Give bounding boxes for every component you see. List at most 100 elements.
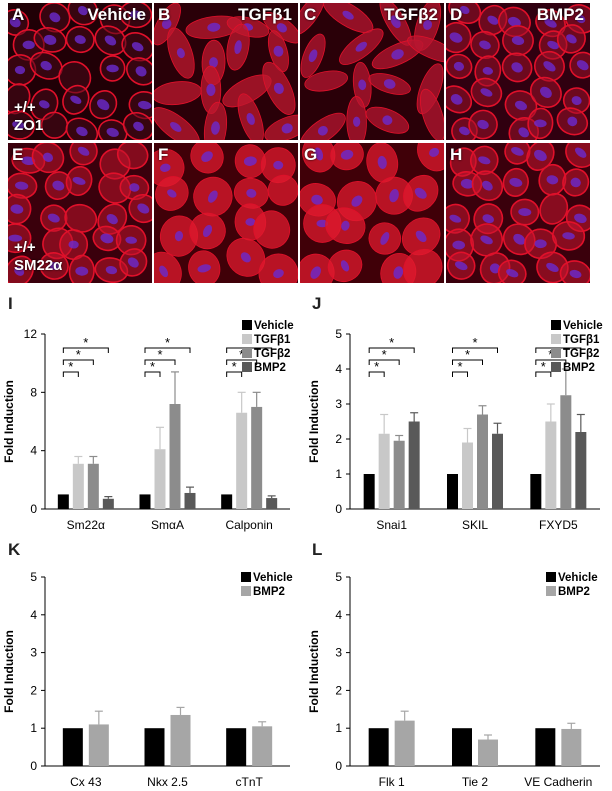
nucleus — [209, 57, 218, 68]
nucleus — [308, 49, 318, 63]
bar — [87, 463, 99, 509]
bar — [561, 728, 582, 766]
nucleus — [453, 61, 465, 71]
significance-star: * — [382, 347, 387, 362]
nucleus — [342, 10, 354, 20]
panel-letter: I — [8, 294, 13, 313]
nucleus — [243, 156, 257, 166]
bar — [575, 432, 587, 509]
significance-star: * — [232, 359, 237, 374]
nucleus — [414, 187, 427, 199]
nucleus — [574, 213, 587, 224]
nucleus — [133, 121, 144, 132]
nucleus — [534, 149, 547, 162]
y-tick-label: 3 — [335, 397, 342, 411]
nucleus — [106, 64, 119, 73]
nucleus — [390, 15, 401, 29]
significance-bracket — [144, 371, 161, 377]
significance-star: * — [68, 359, 73, 374]
genotype-label: +/+ — [14, 239, 36, 256]
bar — [184, 492, 196, 509]
nucleus — [423, 19, 433, 30]
legend-swatch — [551, 348, 561, 358]
cell — [58, 61, 92, 94]
bar — [452, 728, 472, 766]
legend-swatch — [242, 334, 252, 344]
significance-bracket — [452, 359, 483, 365]
nucleus — [47, 213, 60, 223]
significance-bracket — [226, 359, 258, 365]
stain-label: SM22α — [14, 257, 63, 274]
bar — [535, 728, 556, 766]
nucleus — [576, 60, 589, 71]
nucleus — [311, 194, 323, 205]
bar — [560, 395, 572, 509]
nucleus — [167, 189, 177, 198]
panel-label: B — [158, 5, 171, 24]
cell — [407, 35, 444, 63]
nucleus — [480, 235, 493, 245]
nucleus — [351, 195, 363, 207]
nucleus — [566, 34, 577, 44]
bar — [62, 728, 83, 766]
nucleus — [49, 12, 61, 23]
y-axis-label: Fold Induction — [307, 630, 321, 713]
nucleus — [377, 155, 387, 169]
nucleus — [77, 146, 90, 156]
legend-label: TGFβ2 — [254, 348, 290, 360]
bar — [251, 406, 263, 509]
chart-area: I 0 4 8 12 Fold Induction Sm22α SmαA Calponin * * *… — [0, 285, 612, 789]
nucleus — [546, 262, 559, 273]
legend-label: TGFβ1 — [254, 334, 291, 346]
bar — [226, 728, 247, 766]
bar — [368, 728, 389, 766]
nucleus — [316, 219, 329, 228]
micrograph-image — [8, 143, 152, 283]
cell — [539, 192, 569, 225]
x-tick-label: Flk 1 — [379, 775, 405, 786]
stain-label: ZO1 — [14, 117, 44, 134]
micrograph-image — [446, 3, 590, 140]
micrograph-image — [154, 143, 298, 283]
nucleus — [43, 34, 57, 45]
x-tick-label: Nkx 2.5 — [147, 775, 188, 786]
y-axis-label: Fold Induction — [307, 380, 321, 463]
nucleus — [245, 218, 256, 226]
nucleus — [137, 100, 152, 110]
nucleus — [161, 18, 172, 29]
significance-star: * — [165, 335, 170, 350]
legend-label: BMP2 — [563, 362, 595, 374]
y-tick-label: 12 — [24, 327, 38, 341]
panel-label: G — [304, 145, 318, 164]
nucleus — [460, 178, 474, 189]
nucleus — [478, 156, 491, 165]
bar — [545, 421, 557, 509]
nucleus — [281, 123, 293, 134]
cell — [304, 70, 349, 92]
x-tick-label: SKIL — [462, 518, 488, 532]
nucleus — [487, 15, 499, 25]
bar — [72, 463, 84, 509]
nucleus — [106, 127, 119, 137]
nucleus — [482, 180, 493, 191]
nucleus — [429, 147, 440, 157]
nucleus — [211, 121, 220, 135]
bar — [170, 714, 191, 766]
legend-label: Vehicle — [558, 572, 598, 584]
significance-star: * — [389, 335, 394, 350]
treatment-label: BMP2 — [536, 5, 584, 24]
micrograph-image — [8, 3, 152, 140]
significance-star: * — [465, 347, 470, 362]
x-tick-label: SmαA — [151, 518, 184, 532]
y-tick-label: 1 — [335, 721, 342, 735]
nucleus — [14, 266, 25, 276]
nucleus — [571, 96, 582, 106]
bar — [408, 421, 420, 509]
bar — [266, 498, 278, 509]
nucleus — [449, 32, 463, 43]
micrograph-panel-g: G — [300, 143, 444, 283]
nucleus — [207, 22, 221, 32]
nucleus — [543, 61, 556, 72]
nucleus — [170, 122, 182, 132]
